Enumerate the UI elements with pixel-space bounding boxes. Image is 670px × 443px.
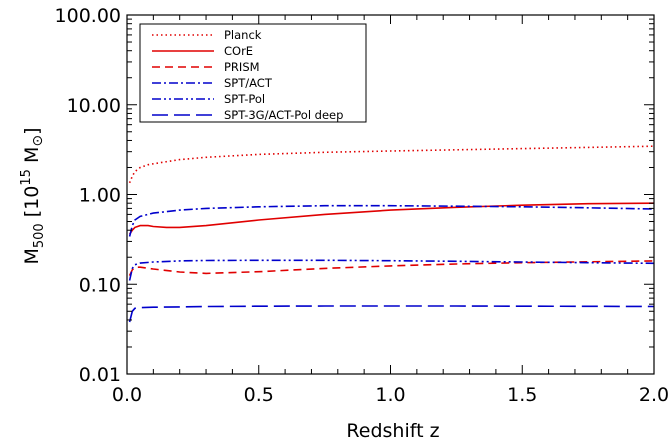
series-line-0 [128, 145, 655, 184]
y-label-exp: 15 [19, 169, 34, 186]
series-line-3 [128, 204, 655, 237]
legend-label-4: SPT-Pol [224, 92, 265, 106]
axes-layer: 0.0 0.5 1.0 1.5 2.0 0.01 0.10 1.00 10.00 100.00 [55, 5, 670, 406]
y-tick-label-1: 0.10 [79, 274, 121, 296]
series-line-5 [128, 305, 655, 323]
x-tick-label-3: 1.5 [507, 384, 537, 406]
x-tick-label-4: 2.0 [639, 384, 669, 406]
y-label-bracket-close: ] [21, 127, 43, 134]
legend-label-2: PRISM [224, 60, 260, 74]
y-label-sub: 500 [32, 223, 47, 248]
series-line-2 [128, 260, 655, 276]
y-tick-label-3: 10.00 [67, 95, 121, 117]
series-line-4 [128, 259, 655, 281]
y-label-main: M [21, 248, 43, 264]
y-label-unit: M [21, 147, 43, 163]
y-tick-label-0: 0.01 [79, 364, 121, 386]
y-tick-label-2: 1.00 [79, 185, 121, 207]
y-tick-label-4: 100.00 [55, 5, 121, 27]
legend: Planck COrE PRISM SPT/ACT SPT-Pol SPT-3G/ACT-… [139, 23, 367, 123]
y-label-bracket-open: [ [21, 210, 43, 217]
legend-box [139, 23, 367, 123]
series-layer [128, 145, 655, 323]
legend-label-5: SPT-3G/ACT-Pol deep [224, 108, 343, 122]
x-axis-label: Redshift z [346, 420, 439, 442]
x-tick-label-1: 0.5 [244, 384, 274, 406]
x-tick-label-2: 1.0 [375, 384, 405, 406]
y-label-unit-symbol: ⊙ [30, 135, 46, 147]
series-line-1 [128, 202, 655, 235]
y-label-base: 10 [21, 186, 43, 210]
legend-label-1: COrE [224, 44, 253, 58]
x-tick-label-0: 0.0 [112, 384, 142, 406]
legend-label-0: Planck [224, 28, 262, 42]
legend-label-3: SPT/ACT [224, 76, 273, 90]
y-axis-label: M500 [1015 M⊙] [19, 127, 47, 264]
